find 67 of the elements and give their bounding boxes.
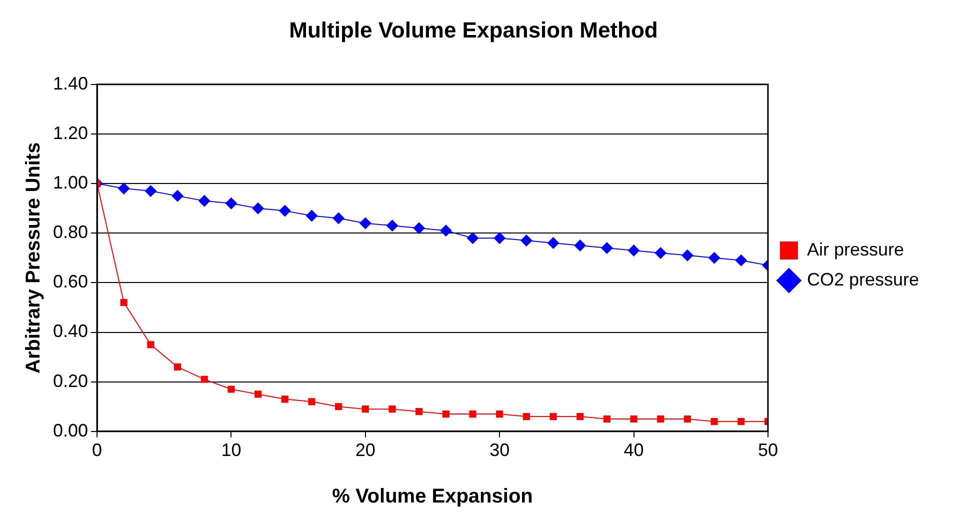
point [332,212,345,224]
point [413,222,426,234]
y-tick-label: 0.40 [52,321,88,342]
x-tick-label: 10 [221,440,242,460]
y-axis-title: Arbitrary Pressure Units [22,142,45,374]
point [147,341,154,348]
point [386,220,398,232]
point [738,418,745,426]
y-tick-label: 0.00 [52,420,88,440]
point [306,210,318,222]
point [522,412,530,420]
point [278,204,291,217]
point [118,182,130,194]
point [416,408,423,416]
y-tick-label: 0.80 [52,222,88,242]
x-tick-label: 0 [92,440,102,460]
point [466,232,479,244]
point [440,224,452,237]
x-tick-label: 20 [355,440,376,460]
x-axis-title: % Volume Expansion [332,486,533,508]
point [547,237,560,250]
point [225,197,238,210]
point [520,234,532,247]
point [600,242,613,254]
y-tick-label: 1.00 [52,172,88,193]
point [335,403,342,410]
point [362,406,369,413]
x-tick-label: 40 [624,440,644,460]
point [576,412,584,420]
point [681,249,694,262]
point [708,252,720,264]
point [252,202,264,214]
point [308,398,316,406]
y-tick-label: 1.40 [52,73,88,94]
y-tick-label: 1.20 [52,122,88,143]
point [174,363,182,370]
point [630,415,638,423]
point [388,406,396,413]
chart-title: Multiple Volume Expansion Method [289,17,658,42]
point [120,298,128,306]
point [359,217,372,230]
point [550,412,557,420]
point [735,254,748,266]
y-tick-label: 0.60 [52,272,88,292]
point [228,386,235,393]
point [144,184,157,197]
point [628,244,640,256]
x-tick-label: 30 [490,440,510,460]
point [494,232,506,244]
point [603,415,610,423]
y-tick-label: 0.20 [52,370,88,391]
point [200,376,208,383]
point [172,190,184,202]
point [684,415,691,423]
point [654,246,667,259]
point [254,390,262,398]
legend-label: CO2 pressure [806,269,920,290]
point [469,410,476,418]
x-tick-label: 50 [758,440,778,460]
point [496,410,504,418]
point [281,396,288,403]
point [710,418,718,426]
point [442,410,450,418]
point [657,415,664,423]
point [574,240,586,252]
point [198,194,210,207]
legend-label: Air pressure [806,239,904,260]
